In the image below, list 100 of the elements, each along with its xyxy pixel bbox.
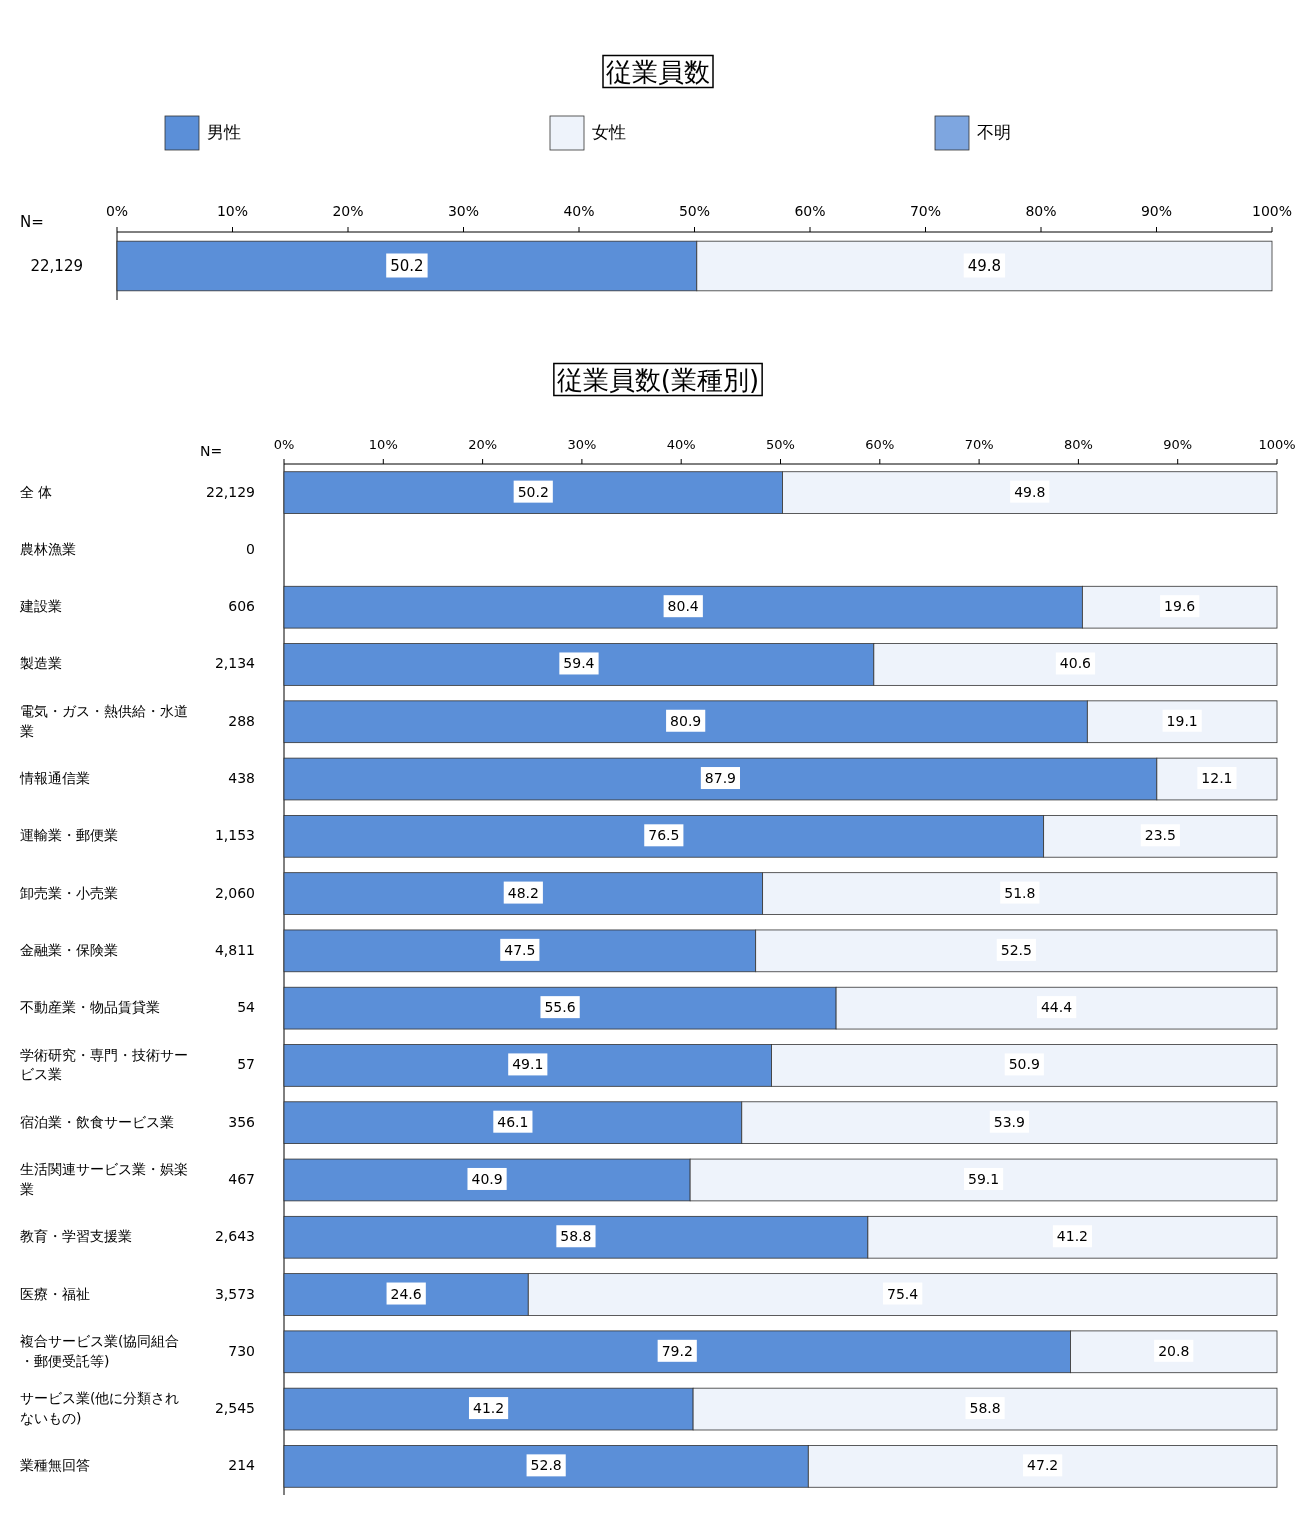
y2-tick-label: 606: [228, 598, 256, 615]
y-tick-label: 情報通信業: [19, 770, 90, 787]
legend-label: 女性: [592, 122, 626, 142]
x-tick-label: 30%: [567, 436, 597, 452]
y-tick-label: 建設業: [19, 598, 62, 615]
x-tick-label: 40%: [666, 436, 696, 452]
y-tick-label: 宿泊業・飲食サービス業: [20, 1113, 174, 1130]
x-tick-label: 80%: [1025, 203, 1057, 219]
y-tick-label: 複合サービス業(協同組合・郵便受託等): [20, 1333, 180, 1369]
data-label: 52.5: [1000, 941, 1032, 958]
data-label: 47.5: [504, 941, 536, 958]
x-tick-label: 20%: [332, 203, 364, 219]
y-tick-label: 卸売業・小売業: [20, 884, 118, 901]
y2-tick-label: 438: [228, 770, 255, 787]
x-tick-label: 0%: [105, 203, 129, 219]
data-label: 58.8: [969, 1400, 1001, 1417]
legend-label: 男性: [207, 122, 241, 142]
data-label: 49.8: [1014, 483, 1046, 500]
data-label: 47.2: [1027, 1457, 1059, 1474]
y2-tick-label: 2,545: [214, 1400, 255, 1417]
y-tick-label: 製造業: [20, 655, 62, 672]
y2-axis-title: N=: [200, 443, 223, 459]
data-label: 55.6: [544, 999, 576, 1016]
y-tick-label: 不動産業・物品賃貸業: [20, 999, 160, 1016]
data-label: 50.2: [390, 256, 424, 275]
data-label: 48.2: [507, 884, 539, 901]
data-label: 79.2: [661, 1342, 693, 1359]
x-tick-label: 30%: [447, 203, 480, 219]
data-label: 19.6: [1164, 598, 1196, 615]
data-label: 19.1: [1166, 712, 1198, 729]
data-label: 59.1: [967, 1170, 1000, 1187]
data-label: 41.2: [1056, 1228, 1089, 1245]
x-tick-label: 10%: [368, 436, 398, 452]
data-label: 51.8: [1004, 884, 1036, 901]
y-tick-label: 農林漁業: [20, 540, 76, 557]
data-label: 53.9: [993, 1113, 1025, 1130]
data-label: 87.9: [704, 770, 737, 787]
x-tick-label: 50%: [766, 436, 795, 452]
x-tick-label: 0%: [273, 436, 295, 452]
data-label: 49.1: [512, 1056, 544, 1073]
y-tick-label: 運輸業・郵便業: [20, 827, 118, 844]
y2-tick-label: 2,643: [214, 1228, 255, 1245]
data-label: 75.4: [887, 1285, 919, 1302]
y2-tick-label: 2,060: [214, 884, 255, 901]
y2-tick-label: 2,134: [214, 655, 256, 672]
y-tick-label: 業種無回答: [20, 1457, 90, 1474]
y-tick-label: 生活関連サービス業・娯楽業: [20, 1161, 188, 1197]
data-label: 58.8: [560, 1228, 592, 1245]
chart-title: 従業員数: [606, 56, 710, 87]
x-tick-label: 40%: [563, 203, 595, 219]
y2-tick-label: 214: [228, 1457, 256, 1474]
x-tick-label: 60%: [865, 436, 895, 452]
data-label: 49.8: [967, 256, 1002, 275]
y2-tick-label: 467: [228, 1170, 255, 1187]
y-tick-label: 医療・福祉: [20, 1285, 90, 1302]
data-label: 50.9: [1008, 1056, 1040, 1073]
y2-tick-label: 1,153: [214, 827, 255, 844]
y2-tick-label: 356: [228, 1113, 256, 1130]
x-tick-label: 100%: [1251, 203, 1293, 219]
y2-axis-title: N=: [20, 212, 44, 231]
data-label: 12.1: [1201, 770, 1233, 787]
y2-tick-label: 54: [237, 999, 256, 1016]
x-tick-label: 70%: [909, 203, 942, 219]
x-tick-label: 90%: [1163, 436, 1193, 452]
chart-title: 従業員数(業種別): [556, 364, 760, 395]
y2-tick-label: 0: [246, 540, 255, 557]
y-tick-label: 金融業・保険業: [20, 941, 118, 958]
y2-tick-label: 3,573: [214, 1285, 255, 1302]
y2-tick-label: 730: [228, 1342, 255, 1359]
x-tick-label: 10%: [216, 203, 249, 219]
data-label: 76.5: [648, 827, 680, 844]
x-tick-label: 50%: [678, 203, 711, 219]
x-tick-label: 20%: [468, 436, 498, 452]
data-label: 24.6: [390, 1285, 422, 1302]
data-label: 80.9: [670, 712, 702, 729]
data-label: 50.2: [517, 483, 549, 500]
y2-tick-label: 22,129: [30, 256, 83, 275]
data-label: 41.2: [472, 1400, 505, 1417]
data-label: 20.8: [1158, 1342, 1190, 1359]
y2-tick-label: 288: [228, 712, 255, 729]
data-label: 40.9: [471, 1170, 503, 1187]
data-label: 46.1: [497, 1113, 529, 1130]
data-label: 80.4: [667, 598, 699, 615]
data-label: 44.4: [1040, 999, 1073, 1016]
y-tick-label: 学術研究・専門・技術サービス業: [20, 1046, 188, 1083]
y-tick-label: 全 体: [20, 483, 53, 500]
x-tick-label: 70%: [964, 436, 994, 452]
x-tick-label: 90%: [1140, 203, 1173, 219]
data-label: 23.5: [1144, 827, 1176, 844]
x-tick-label: 80%: [1063, 436, 1093, 452]
y-tick-label: 電気・ガス・熱供給・水道業: [20, 702, 188, 739]
legend-label: 不明: [977, 122, 1011, 142]
x-tick-label: 100%: [1258, 436, 1296, 452]
y-tick-label: 教育・学習支援業: [20, 1228, 132, 1245]
data-label: 40.6: [1059, 655, 1092, 672]
x-tick-label: 60%: [794, 203, 826, 219]
data-label: 52.8: [530, 1457, 562, 1474]
y2-tick-label: 22,129: [206, 483, 255, 500]
data-label: 59.4: [563, 655, 595, 672]
y2-tick-label: 4,811: [214, 941, 255, 958]
